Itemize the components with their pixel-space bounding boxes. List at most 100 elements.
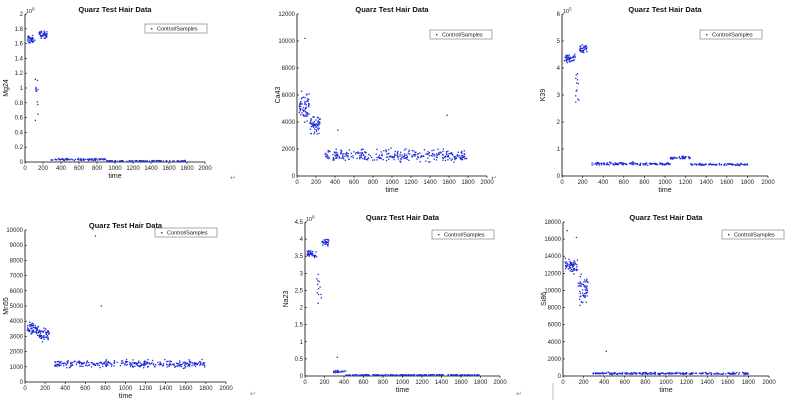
data-point — [361, 152, 364, 154]
data-point — [202, 364, 204, 366]
data-point — [41, 336, 43, 338]
data-point — [68, 158, 70, 160]
data-point — [421, 374, 424, 376]
data-point — [427, 153, 429, 155]
data-point — [139, 362, 142, 364]
legend-box — [144, 23, 208, 34]
data-point — [714, 373, 716, 375]
data-point — [688, 158, 691, 160]
data-point — [446, 153, 448, 156]
data-point — [428, 155, 430, 157]
data-point — [373, 159, 376, 161]
data-point — [368, 153, 370, 156]
data-point — [568, 58, 570, 60]
data-point — [74, 158, 77, 161]
data-point — [121, 362, 123, 365]
data-point — [463, 155, 465, 157]
data-point — [151, 159, 153, 162]
data-point — [621, 373, 623, 375]
data-point — [670, 157, 672, 159]
data-point — [436, 374, 439, 376]
data-point — [316, 278, 318, 280]
data-point — [680, 372, 682, 374]
data-point — [301, 97, 303, 99]
data-point — [45, 36, 47, 38]
data-point — [451, 153, 453, 155]
data-point — [659, 163, 661, 165]
data-point — [34, 78, 36, 80]
data-point — [611, 374, 613, 376]
data-point — [307, 114, 309, 116]
data-point — [31, 327, 33, 330]
data-point — [299, 103, 301, 106]
data-point — [47, 330, 50, 332]
data-point — [179, 365, 181, 367]
data-point — [314, 123, 317, 125]
data-point — [378, 154, 381, 156]
data-point — [564, 56, 566, 59]
y-tick-label: 1000 — [10, 365, 24, 371]
data-point — [571, 56, 574, 59]
y-tick-label: 0 — [20, 160, 24, 166]
data-point — [346, 152, 348, 154]
data-point — [457, 374, 459, 377]
data-point — [179, 361, 181, 364]
data-point — [584, 284, 586, 287]
data-point — [103, 362, 105, 365]
data-point — [603, 162, 606, 165]
data-point — [138, 365, 140, 367]
data-point — [340, 151, 342, 153]
data-point — [364, 156, 366, 158]
data-point — [347, 374, 349, 377]
data-point — [93, 158, 96, 161]
data-point — [572, 268, 575, 270]
data-point — [422, 155, 424, 157]
data-point — [420, 156, 422, 158]
data-point — [579, 276, 582, 278]
data-point — [414, 154, 416, 156]
y-axis-label: Ca43 — [275, 87, 282, 104]
data-point — [376, 156, 378, 159]
data-point — [579, 282, 582, 284]
data-point — [360, 153, 363, 155]
data-point — [639, 164, 642, 166]
data-point — [701, 164, 703, 167]
data-point — [304, 37, 306, 39]
y-tick-label: 2000 — [10, 350, 24, 356]
data-point — [731, 164, 734, 166]
x-tick-label: 800 — [368, 180, 379, 186]
data-point — [357, 151, 359, 153]
data-point — [135, 362, 137, 364]
data-point — [371, 159, 374, 161]
data-point — [190, 361, 192, 363]
data-point — [89, 158, 92, 160]
data-point — [574, 263, 577, 265]
data-point — [571, 59, 573, 62]
data-point — [303, 109, 305, 112]
data-point — [679, 158, 682, 160]
data-point — [573, 273, 575, 275]
data-point — [172, 160, 174, 162]
data-point — [723, 164, 725, 166]
data-point — [460, 155, 462, 157]
data-point — [91, 158, 93, 160]
legend-label: Control/Samples — [712, 33, 753, 39]
data-point — [572, 60, 574, 62]
data-point — [43, 338, 45, 340]
data-point — [457, 151, 459, 153]
data-point — [629, 372, 632, 374]
data-point — [193, 364, 196, 366]
x-tick-label: 1000 — [659, 380, 673, 386]
data-point — [442, 157, 445, 159]
data-point — [31, 324, 33, 326]
x-tick-label: 800 — [100, 386, 111, 392]
data-point — [725, 373, 727, 375]
data-point — [318, 123, 320, 125]
data-point — [40, 330, 42, 332]
data-point — [132, 160, 134, 162]
data-point — [583, 47, 586, 49]
data-point — [80, 362, 82, 364]
data-point — [336, 370, 338, 372]
data-point — [683, 158, 686, 160]
